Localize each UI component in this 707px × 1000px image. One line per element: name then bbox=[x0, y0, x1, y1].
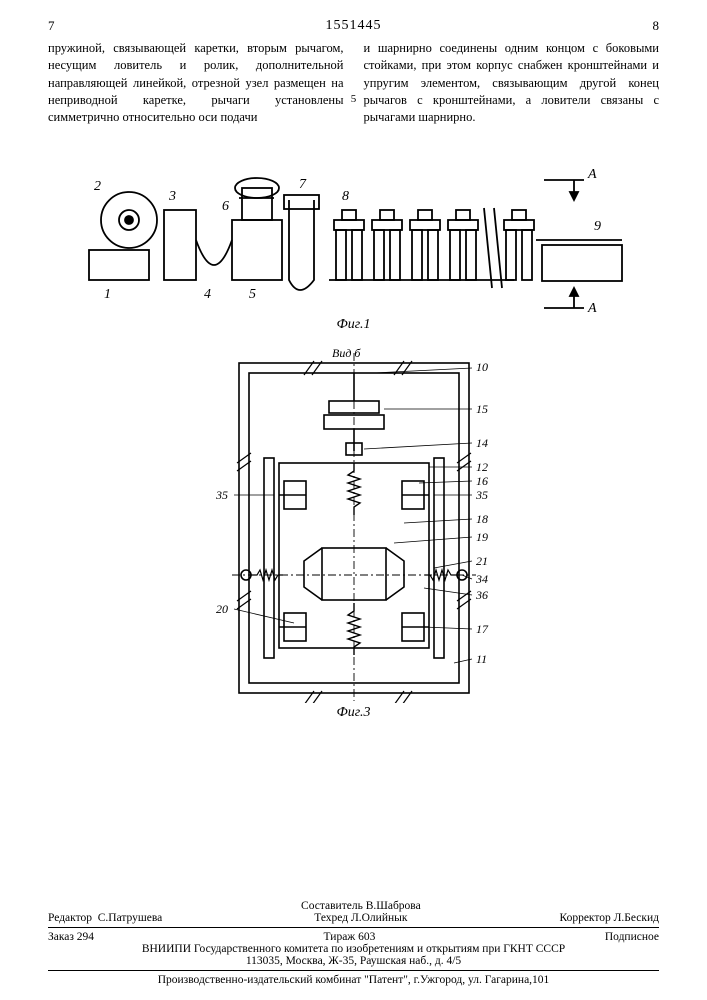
fig3-c-17: 17 bbox=[476, 622, 489, 636]
fig1-section-a-top: А bbox=[587, 167, 597, 182]
subscription: Подписное bbox=[605, 931, 659, 943]
figures-area: 1 2 3 4 5 6 7 8 9 А А Фиг.1 bbox=[48, 140, 659, 721]
col-num-right: 8 bbox=[653, 18, 660, 34]
text-columns: 5 пружиной, связывающей каретки, вторым … bbox=[48, 40, 659, 126]
fig3-c-16: 16 bbox=[476, 474, 488, 488]
page: 7 1551445 8 5 пружиной, связывающей каре… bbox=[0, 0, 707, 1000]
compiler-block: Составитель В.Шаброва Техред Л.Олийнык bbox=[301, 900, 421, 924]
right-column-text: и шарнирно соединены одним концом с боко… bbox=[364, 40, 660, 126]
address-line: 113035, Москва, Ж-35, Раушская наб., д. … bbox=[48, 955, 659, 967]
figure-3: Вид б 10 15 14 12 16 35 18 19 21 34 36 1… bbox=[204, 343, 504, 721]
printer-line: Производственно-издательский комбинат "П… bbox=[48, 974, 659, 986]
fig1-callout-9: 9 bbox=[594, 219, 601, 234]
fig3-c-19: 19 bbox=[476, 530, 488, 544]
order-row: Заказ 294 Тираж 603 Подписное bbox=[48, 931, 659, 943]
fig3-c-35l: 35 bbox=[215, 488, 228, 502]
fig3-c-20: 20 bbox=[216, 602, 228, 616]
fig3-c-10: 10 bbox=[476, 360, 488, 374]
fig1-svg: 1 2 3 4 5 6 7 8 9 А А bbox=[74, 140, 634, 315]
fig1-section-a-bot: А bbox=[587, 301, 597, 315]
fig3-svg: Вид б 10 15 14 12 16 35 18 19 21 34 36 1… bbox=[204, 343, 504, 703]
editor-block: Редактор С.Патрушева bbox=[48, 912, 162, 924]
fig1-callout-2: 2 bbox=[94, 179, 101, 194]
imprint-footer: Редактор С.Патрушева Составитель В.Шабро… bbox=[48, 900, 659, 986]
left-column-text: пружиной, связывающей каретки, вторым ры… bbox=[48, 40, 344, 126]
fig3-view-label: Вид б bbox=[332, 346, 361, 360]
fig3-c-12: 12 bbox=[476, 460, 488, 474]
fig1-callout-7: 7 bbox=[299, 177, 307, 192]
fig1-callout-4: 4 bbox=[204, 287, 211, 302]
header-row: 7 1551445 8 bbox=[48, 18, 659, 34]
col-num-left: 7 bbox=[48, 18, 55, 34]
fig1-callout-1: 1 bbox=[104, 287, 111, 302]
fig3-c-21: 21 bbox=[476, 554, 488, 568]
fig3-c-15: 15 bbox=[476, 402, 488, 416]
patent-number: 1551445 bbox=[326, 18, 382, 34]
fig1-callout-3: 3 bbox=[168, 189, 176, 204]
corrector-block: Корректор Л.Бескид bbox=[559, 912, 659, 924]
fig3-c-14: 14 bbox=[476, 436, 488, 450]
line-number-marker: 5 bbox=[351, 92, 357, 107]
fig3-c-35r: 35 bbox=[475, 488, 488, 502]
fig3-c-34: 34 bbox=[475, 572, 488, 586]
fig1-callout-8: 8 bbox=[342, 189, 349, 204]
fig3-c-18: 18 bbox=[476, 512, 488, 526]
fig3-c-11: 11 bbox=[476, 652, 487, 666]
fig3-c-36: 36 bbox=[475, 588, 488, 602]
fig3-caption: Фиг.3 bbox=[204, 705, 504, 721]
fig1-caption: Фиг.1 bbox=[74, 317, 634, 333]
figure-1: 1 2 3 4 5 6 7 8 9 А А Фиг.1 bbox=[74, 140, 634, 333]
org-line: ВНИИПИ Государственного комитета по изоб… bbox=[48, 943, 659, 955]
print-run: Тираж 603 bbox=[324, 931, 376, 943]
order-number: Заказ 294 bbox=[48, 931, 94, 943]
fig1-callout-6: 6 bbox=[222, 199, 229, 214]
fig1-callout-5: 5 bbox=[249, 287, 256, 302]
